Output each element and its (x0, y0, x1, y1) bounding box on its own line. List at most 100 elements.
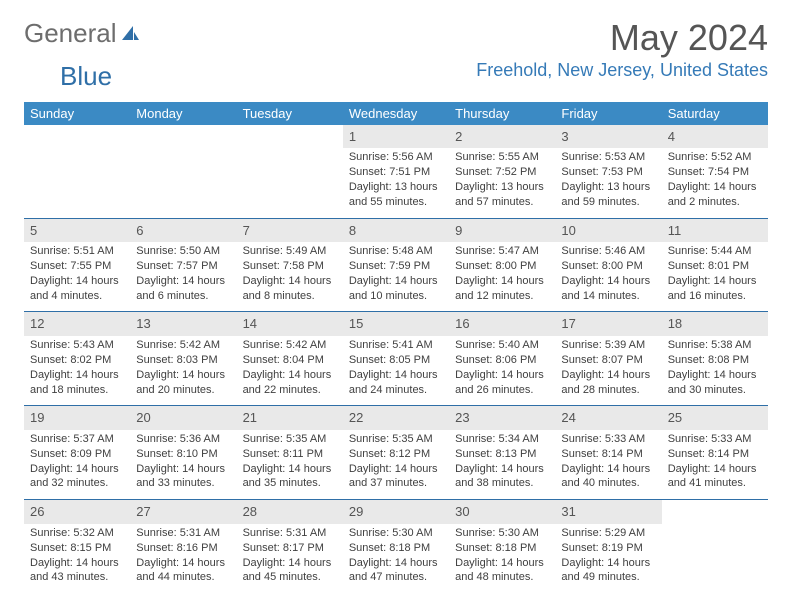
calendar-day-cell: 22Sunrise: 5:35 AMSunset: 8:12 PMDayligh… (343, 406, 449, 500)
sunrise-line: Sunrise: 5:42 AM (136, 338, 230, 353)
sunrise-line: Sunrise: 5:40 AM (455, 338, 549, 353)
sunset-line: Sunset: 8:00 PM (455, 259, 549, 274)
sunset-line: Sunset: 8:06 PM (455, 353, 549, 368)
calendar-day-cell: 9Sunrise: 5:47 AMSunset: 8:00 PMDaylight… (449, 218, 555, 312)
sunset-line: Sunset: 8:12 PM (349, 447, 443, 462)
day-body: Sunrise: 5:35 AMSunset: 8:12 PMDaylight:… (343, 430, 449, 499)
day-number: 28 (237, 500, 343, 524)
daylight-line: Daylight: 14 hours and 43 minutes. (30, 556, 124, 586)
day-number: 19 (24, 406, 130, 430)
calendar-day-cell (24, 125, 130, 218)
daylight-line: Daylight: 14 hours and 20 minutes. (136, 368, 230, 398)
day-body: Sunrise: 5:31 AMSunset: 8:16 PMDaylight:… (130, 524, 236, 593)
sunrise-line: Sunrise: 5:42 AM (243, 338, 337, 353)
day-body: Sunrise: 5:32 AMSunset: 8:15 PMDaylight:… (24, 524, 130, 593)
sunset-line: Sunset: 8:04 PM (243, 353, 337, 368)
location-subtitle: Freehold, New Jersey, United States (476, 60, 768, 81)
daylight-line: Daylight: 14 hours and 38 minutes. (455, 462, 549, 492)
sunrise-line: Sunrise: 5:51 AM (30, 244, 124, 259)
sunset-line: Sunset: 8:18 PM (349, 541, 443, 556)
sunrise-line: Sunrise: 5:52 AM (668, 150, 762, 165)
sunrise-line: Sunrise: 5:34 AM (455, 432, 549, 447)
daylight-line: Daylight: 14 hours and 14 minutes. (561, 274, 655, 304)
calendar-day-cell: 13Sunrise: 5:42 AMSunset: 8:03 PMDayligh… (130, 312, 236, 406)
sunrise-line: Sunrise: 5:44 AM (668, 244, 762, 259)
calendar-day-cell: 29Sunrise: 5:30 AMSunset: 8:18 PMDayligh… (343, 500, 449, 593)
sunset-line: Sunset: 7:55 PM (30, 259, 124, 274)
day-number: 31 (555, 500, 661, 524)
logo: General (24, 18, 143, 49)
sunset-line: Sunset: 7:58 PM (243, 259, 337, 274)
daylight-line: Daylight: 14 hours and 26 minutes. (455, 368, 549, 398)
day-body (662, 524, 768, 586)
sunset-line: Sunset: 8:17 PM (243, 541, 337, 556)
sunset-line: Sunset: 7:59 PM (349, 259, 443, 274)
calendar-week-row: 19Sunrise: 5:37 AMSunset: 8:09 PMDayligh… (24, 406, 768, 500)
weekday-header: Saturday (662, 102, 768, 125)
day-number (24, 125, 130, 149)
calendar-day-cell: 10Sunrise: 5:46 AMSunset: 8:00 PMDayligh… (555, 218, 661, 312)
weekday-header: Thursday (449, 102, 555, 125)
calendar-day-cell: 16Sunrise: 5:40 AMSunset: 8:06 PMDayligh… (449, 312, 555, 406)
day-number: 27 (130, 500, 236, 524)
sunset-line: Sunset: 8:02 PM (30, 353, 124, 368)
day-body: Sunrise: 5:52 AMSunset: 7:54 PMDaylight:… (662, 148, 768, 217)
day-body: Sunrise: 5:48 AMSunset: 7:59 PMDaylight:… (343, 242, 449, 311)
calendar-day-cell: 1Sunrise: 5:56 AMSunset: 7:51 PMDaylight… (343, 125, 449, 218)
calendar-day-cell: 6Sunrise: 5:50 AMSunset: 7:57 PMDaylight… (130, 218, 236, 312)
sunset-line: Sunset: 7:57 PM (136, 259, 230, 274)
sunrise-line: Sunrise: 5:30 AM (349, 526, 443, 541)
calendar-day-cell: 19Sunrise: 5:37 AMSunset: 8:09 PMDayligh… (24, 406, 130, 500)
day-number: 10 (555, 219, 661, 243)
sunrise-line: Sunrise: 5:47 AM (455, 244, 549, 259)
calendar-day-cell: 15Sunrise: 5:41 AMSunset: 8:05 PMDayligh… (343, 312, 449, 406)
weekday-header: Tuesday (237, 102, 343, 125)
weekday-header: Friday (555, 102, 661, 125)
day-body: Sunrise: 5:43 AMSunset: 8:02 PMDaylight:… (24, 336, 130, 405)
day-number: 30 (449, 500, 555, 524)
day-body: Sunrise: 5:55 AMSunset: 7:52 PMDaylight:… (449, 148, 555, 217)
day-body: Sunrise: 5:34 AMSunset: 8:13 PMDaylight:… (449, 430, 555, 499)
sunset-line: Sunset: 8:15 PM (30, 541, 124, 556)
day-number: 12 (24, 312, 130, 336)
daylight-line: Daylight: 14 hours and 12 minutes. (455, 274, 549, 304)
sunset-line: Sunset: 8:18 PM (455, 541, 549, 556)
calendar-day-cell: 11Sunrise: 5:44 AMSunset: 8:01 PMDayligh… (662, 218, 768, 312)
logo-text-grey: General (24, 18, 117, 49)
day-body (130, 148, 236, 210)
day-number: 2 (449, 125, 555, 149)
weekday-header-row: SundayMondayTuesdayWednesdayThursdayFrid… (24, 102, 768, 125)
calendar-day-cell: 23Sunrise: 5:34 AMSunset: 8:13 PMDayligh… (449, 406, 555, 500)
day-number: 3 (555, 125, 661, 149)
logo-text-blue: Blue (60, 61, 112, 91)
sunrise-line: Sunrise: 5:31 AM (136, 526, 230, 541)
daylight-line: Daylight: 14 hours and 41 minutes. (668, 462, 762, 492)
day-number: 22 (343, 406, 449, 430)
sunset-line: Sunset: 8:01 PM (668, 259, 762, 274)
day-body (24, 148, 130, 210)
day-number: 17 (555, 312, 661, 336)
day-number: 1 (343, 125, 449, 149)
calendar-day-cell: 12Sunrise: 5:43 AMSunset: 8:02 PMDayligh… (24, 312, 130, 406)
day-body: Sunrise: 5:47 AMSunset: 8:00 PMDaylight:… (449, 242, 555, 311)
day-body: Sunrise: 5:30 AMSunset: 8:18 PMDaylight:… (343, 524, 449, 593)
calendar-day-cell: 30Sunrise: 5:30 AMSunset: 8:18 PMDayligh… (449, 500, 555, 593)
day-number: 4 (662, 125, 768, 149)
sunrise-line: Sunrise: 5:31 AM (243, 526, 337, 541)
calendar-day-cell: 21Sunrise: 5:35 AMSunset: 8:11 PMDayligh… (237, 406, 343, 500)
sunset-line: Sunset: 8:10 PM (136, 447, 230, 462)
sunrise-line: Sunrise: 5:46 AM (561, 244, 655, 259)
sunrise-line: Sunrise: 5:48 AM (349, 244, 443, 259)
daylight-line: Daylight: 14 hours and 49 minutes. (561, 556, 655, 586)
day-body: Sunrise: 5:53 AMSunset: 7:53 PMDaylight:… (555, 148, 661, 217)
sunset-line: Sunset: 8:03 PM (136, 353, 230, 368)
sunset-line: Sunset: 7:51 PM (349, 165, 443, 180)
calendar-week-row: 12Sunrise: 5:43 AMSunset: 8:02 PMDayligh… (24, 312, 768, 406)
day-body: Sunrise: 5:38 AMSunset: 8:08 PMDaylight:… (662, 336, 768, 405)
sunrise-line: Sunrise: 5:29 AM (561, 526, 655, 541)
daylight-line: Daylight: 14 hours and 45 minutes. (243, 556, 337, 586)
daylight-line: Daylight: 14 hours and 24 minutes. (349, 368, 443, 398)
day-body: Sunrise: 5:49 AMSunset: 7:58 PMDaylight:… (237, 242, 343, 311)
daylight-line: Daylight: 13 hours and 57 minutes. (455, 180, 549, 210)
day-body: Sunrise: 5:46 AMSunset: 8:00 PMDaylight:… (555, 242, 661, 311)
